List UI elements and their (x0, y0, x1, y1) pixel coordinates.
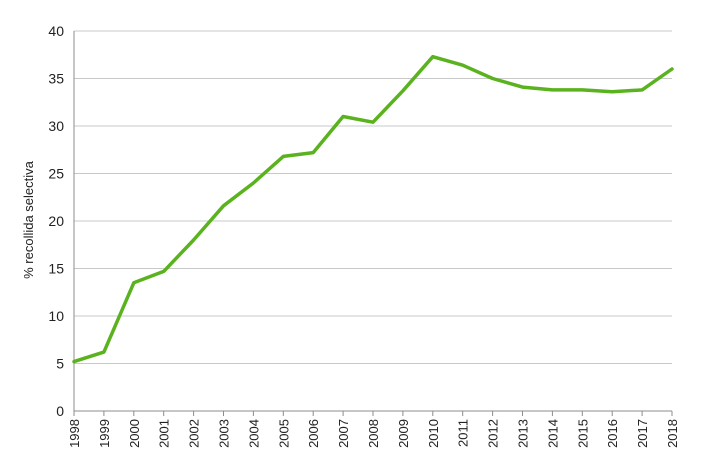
axes (73, 31, 672, 412)
data-point (72, 360, 76, 363)
x-tick-label: 2005 (276, 419, 291, 448)
gridlines (74, 30, 672, 364)
y-tick-label: 25 (48, 166, 64, 182)
data-point (640, 88, 644, 92)
y-tick-label: 0 (56, 403, 64, 419)
data-point (670, 67, 674, 71)
x-tick-label: 2007 (336, 419, 351, 448)
y-tick-label: 35 (48, 71, 64, 87)
x-tick-label: 2004 (246, 419, 261, 448)
x-tick-label: 2009 (396, 419, 411, 448)
y-tick-label: 15 (48, 261, 64, 277)
data-point (192, 238, 195, 242)
data-point (162, 270, 165, 273)
x-tick-label: 2006 (306, 419, 321, 448)
data-point (611, 90, 614, 94)
x-tick-label: 2017 (635, 419, 650, 448)
x-tick-label: 2000 (127, 419, 142, 448)
x-tick-label: 2011 (456, 419, 471, 447)
data-point (521, 85, 524, 89)
x-tick-label: 2015 (575, 419, 590, 448)
data-point (282, 155, 285, 158)
series-group (72, 54, 674, 364)
data-point (491, 77, 494, 80)
y-tick-labels: 0 5 10 15 20 25 30 35 40 (48, 23, 64, 419)
data-point (312, 151, 315, 154)
x-tick-label: 2001 (157, 419, 172, 448)
x-tick-label: 2013 (516, 419, 531, 448)
x-tick-label: 2016 (605, 419, 620, 448)
y-tick-label: 40 (48, 23, 64, 39)
data-point (581, 88, 584, 92)
data-point (132, 281, 135, 284)
y-tick-label: 20 (48, 213, 64, 229)
x-tick-labels: 1998 1999 2000 2001 2002 2003 2004 2005 2006 2007… (67, 411, 680, 448)
x-tick-label: 2003 (217, 419, 232, 448)
x-tick-label: 1999 (97, 419, 112, 448)
data-point (551, 88, 554, 92)
y-tick-label: 10 (48, 308, 64, 324)
x-tick-label: 2014 (545, 419, 560, 448)
x-tick-label: 2012 (486, 419, 501, 448)
x-tick-label: 2008 (366, 419, 381, 448)
y-tick-label: 30 (48, 118, 64, 134)
data-point (431, 55, 434, 58)
data-point (401, 89, 405, 93)
data-point (252, 181, 255, 185)
data-point (371, 121, 375, 124)
x-tick-label: 2002 (187, 419, 202, 448)
x-tick-label: 2010 (426, 419, 441, 448)
y-tick-label: 5 (56, 356, 64, 372)
data-point (461, 63, 464, 67)
y-axis-title: % recollida selectiva (21, 160, 36, 279)
data-point (102, 350, 106, 354)
data-point (341, 115, 345, 118)
x-tick-label: 1998 (67, 419, 82, 448)
x-tick-label: 2018 (665, 419, 680, 448)
data-point (222, 204, 225, 207)
